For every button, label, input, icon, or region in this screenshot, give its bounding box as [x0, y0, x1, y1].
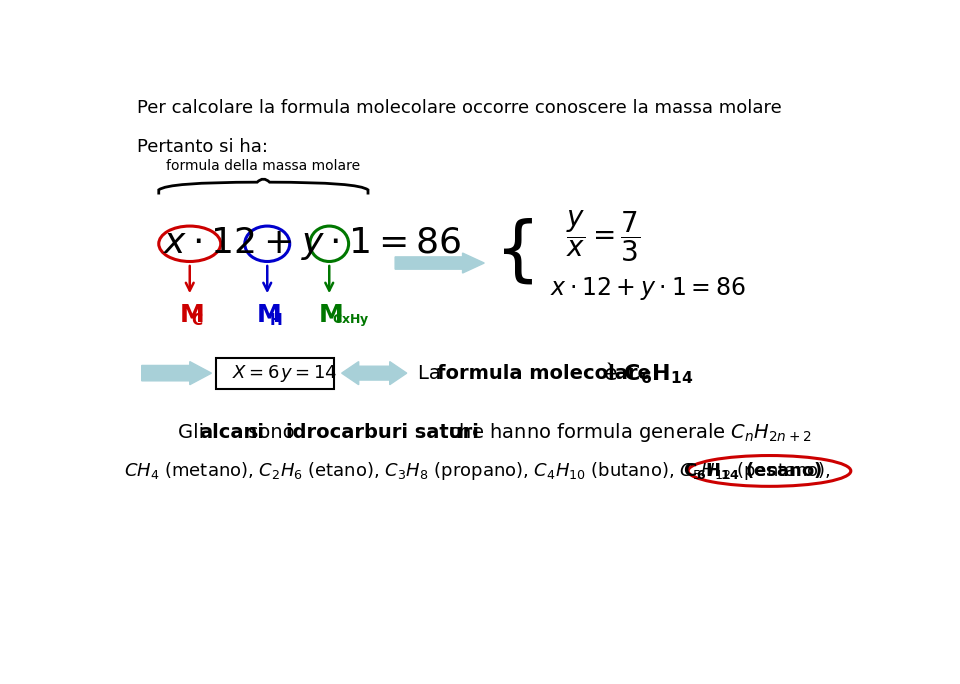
Text: $\mathbf{M}$: $\mathbf{M}$	[319, 302, 343, 327]
Polygon shape	[396, 253, 484, 273]
Text: $\dfrac{y}{x}=\dfrac{7}{3}$: $\dfrac{y}{x}=\dfrac{7}{3}$	[565, 208, 640, 264]
Polygon shape	[142, 362, 211, 384]
Text: Gli: Gli	[179, 423, 210, 442]
Text: è $\mathbf{C_6H_{14}}$: è $\mathbf{C_6H_{14}}$	[596, 360, 693, 386]
Text: $\mathbf{C_6H_{14}}$ (esano): $\mathbf{C_6H_{14}}$ (esano)	[684, 460, 823, 482]
Text: Per calcolare la formula molecolare occorre conoscere la massa molare: Per calcolare la formula molecolare occo…	[137, 99, 781, 117]
Text: $\mathbf{M}$: $\mathbf{M}$	[179, 302, 204, 327]
Text: $\mathbf{M}$: $\mathbf{M}$	[256, 302, 281, 327]
Text: $x\cdot12+y\cdot1=86$: $x\cdot12+y\cdot1=86$	[162, 225, 461, 262]
Text: $y=14$: $y=14$	[280, 363, 338, 384]
Text: sono: sono	[243, 423, 301, 442]
Text: $\mathbf{H}$: $\mathbf{H}$	[269, 312, 282, 328]
Text: alcani: alcani	[199, 423, 264, 442]
Text: idrocarburi saturi: idrocarburi saturi	[286, 423, 479, 442]
Text: formula della massa molare: formula della massa molare	[166, 159, 360, 173]
FancyBboxPatch shape	[216, 358, 334, 389]
Polygon shape	[342, 362, 407, 384]
Text: formula molecolare: formula molecolare	[437, 364, 651, 382]
Text: $\mathbf{C}$: $\mathbf{C}$	[191, 312, 204, 328]
Text: $\{$: $\{$	[494, 217, 533, 287]
Text: che hanno formula generale $C_nH_{2n+2}$: che hanno formula generale $C_nH_{2n+2}$	[443, 421, 812, 444]
Text: Pertanto si ha:: Pertanto si ha:	[137, 137, 268, 155]
Text: $x\cdot12+y\cdot1=86$: $x\cdot12+y\cdot1=86$	[550, 275, 746, 302]
Text: $CH_4$ (metano), $C_2H_6$ (etano), $C_3H_8$ (propano), $C_4H_{10}$ (butano), $C_: $CH_4$ (metano), $C_2H_6$ (etano), $C_3H…	[124, 460, 830, 482]
Text: $\mathbf{CxHy}$: $\mathbf{CxHy}$	[331, 312, 370, 328]
Text: La: La	[418, 364, 446, 382]
Text: $X=6$: $X=6$	[232, 364, 279, 382]
